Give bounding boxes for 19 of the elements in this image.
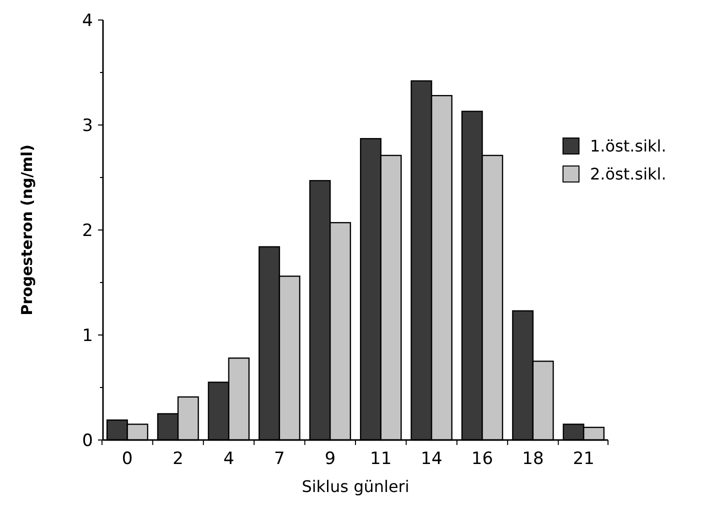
x-axis-title: Siklus günleri: [302, 477, 410, 496]
y-tick-label: 4: [82, 10, 93, 31]
x-tick-label: 2: [172, 449, 184, 469]
x-tick-label: 21: [572, 449, 594, 469]
y-tick-label: 0: [82, 430, 93, 451]
y-axis-title: Progesteron (ng/ml): [18, 144, 36, 316]
legend-label: 2.öst.sikl.: [590, 164, 666, 184]
x-tick-label: 16: [471, 449, 494, 469]
x-tick-label: 4: [223, 449, 234, 469]
x-tick-label: 18: [522, 449, 544, 469]
y-tick-label: 3: [82, 116, 93, 136]
x-tick-label: 14: [420, 449, 442, 469]
x-tick-label: 9: [324, 449, 336, 469]
legend-label: 1.öst.sikl.: [590, 136, 666, 156]
x-tick-label: 7: [274, 449, 285, 469]
x-tick-label: 0: [122, 449, 133, 469]
y-tick-label: 2: [82, 220, 93, 241]
x-tick-label: 11: [370, 449, 392, 469]
y-tick-label: 1: [82, 326, 93, 346]
